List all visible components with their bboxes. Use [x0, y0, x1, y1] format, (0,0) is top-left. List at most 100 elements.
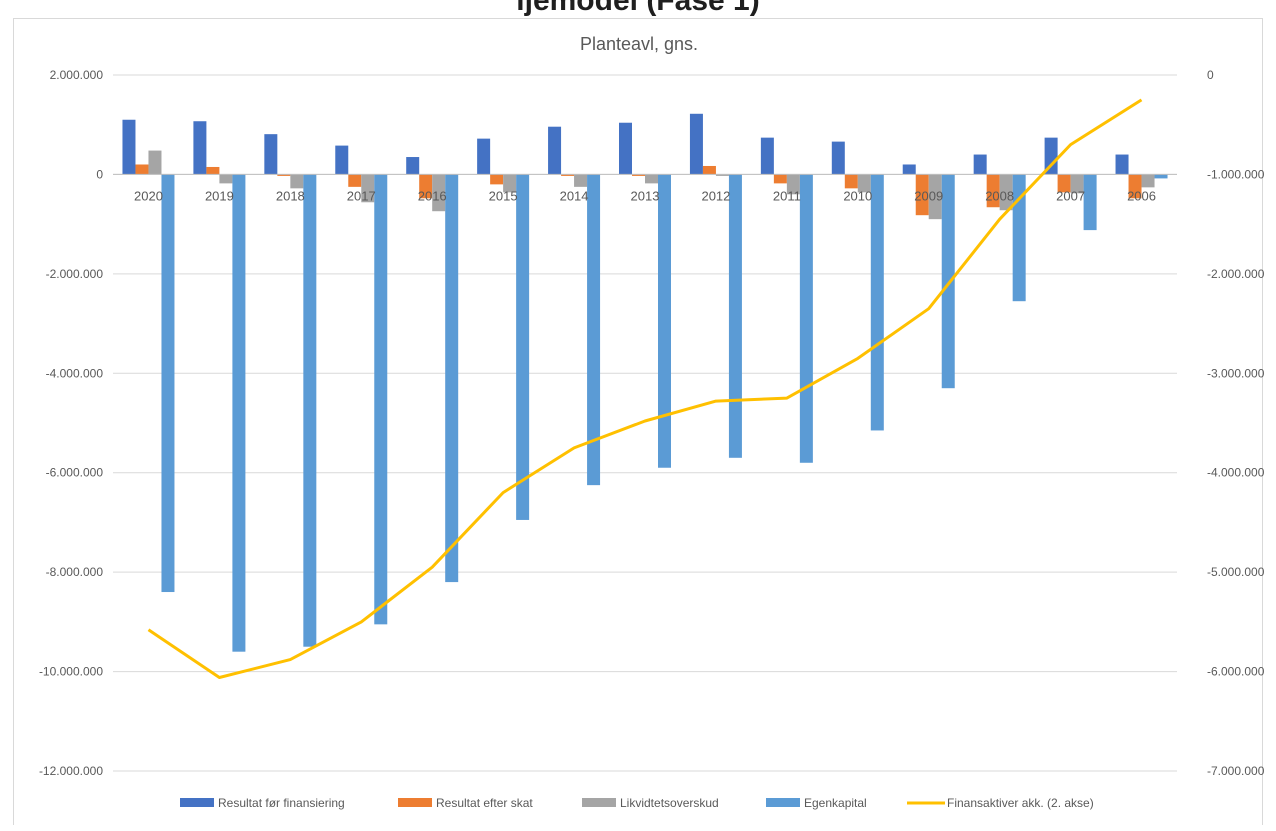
bar	[986, 174, 1000, 208]
bar	[445, 174, 459, 583]
bar	[619, 122, 632, 175]
bar	[973, 154, 987, 175]
bar	[206, 166, 220, 175]
bar	[902, 164, 916, 175]
chart-title: Planteavl, gns.	[580, 34, 698, 54]
bar	[632, 174, 645, 176]
right-axis-labels: 0 -1.000.000 -2.000.000 -3.000.000 -4.000.00…	[1207, 68, 1265, 778]
category-label: 2012	[701, 188, 730, 203]
bar	[870, 174, 884, 431]
right-axis-tick-label: -4.000.000	[1207, 466, 1264, 480]
legend-swatch	[766, 798, 800, 807]
bar	[773, 174, 787, 184]
category-label: 2010	[843, 188, 872, 203]
legend-label: Likvidtetsoverskud	[620, 796, 719, 810]
category-label: 2008	[985, 188, 1014, 203]
bar	[857, 174, 871, 193]
left-axis-tick-label: -12.000.000	[39, 764, 103, 778]
category-label: 2006	[1127, 188, 1156, 203]
bar	[303, 174, 317, 647]
category-label: 2017	[347, 188, 376, 203]
bar	[1115, 154, 1129, 175]
bar	[689, 113, 703, 175]
bar	[1012, 174, 1026, 302]
right-axis-tick-label: 0	[1207, 68, 1214, 82]
bar	[264, 134, 278, 175]
bar	[587, 174, 601, 486]
bar	[1070, 174, 1084, 194]
bar	[831, 141, 845, 175]
bar	[432, 174, 446, 212]
bar	[122, 119, 136, 175]
bar	[715, 174, 729, 176]
bar	[419, 174, 433, 199]
legend: Resultat før finansiering Resultat efter …	[180, 796, 1094, 810]
legend-label: Egenkapital	[804, 796, 867, 810]
bar	[786, 174, 800, 195]
bar	[148, 150, 162, 175]
bar	[161, 174, 175, 593]
bar	[1083, 174, 1097, 231]
bar	[374, 174, 388, 625]
left-axis-tick-label: -4.000.000	[46, 366, 104, 380]
bar	[574, 174, 588, 187]
category-label: 2015	[489, 188, 518, 203]
bar	[548, 126, 562, 175]
legend-swatch	[582, 798, 616, 807]
legend-label: Finansaktiver akk. (2. akse)	[947, 796, 1094, 810]
category-label: 2016	[418, 188, 447, 203]
legend-swatch	[180, 798, 214, 807]
bar	[232, 174, 246, 652]
bar	[193, 121, 207, 175]
bar	[516, 174, 530, 520]
bar	[844, 174, 858, 189]
category-label: 2007	[1056, 188, 1085, 203]
bar	[348, 174, 362, 187]
left-axis-tick-label: -6.000.000	[46, 466, 104, 480]
chart-frame: Planteavl, gns. 2020 2019 2018 2017 2016 2015…	[13, 18, 1265, 825]
bar	[406, 157, 420, 175]
category-label: 2019	[205, 188, 234, 203]
bar	[1128, 174, 1142, 199]
left-axis-tick-label: -8.000.000	[46, 565, 104, 579]
right-axis-tick-label: -1.000.000	[1207, 167, 1264, 181]
right-axis-tick-label: -6.000.000	[1207, 665, 1264, 679]
left-axis-labels: 2.000.000 0 -2.000.000 -4.000.000 -6.000.000…	[39, 68, 103, 778]
bar	[1057, 174, 1071, 193]
bar	[645, 174, 658, 184]
line-series-path	[147, 98, 1143, 679]
bar	[335, 145, 349, 175]
bar	[915, 174, 929, 216]
page-heading: ljemodel (Fase 1)	[0, 0, 1276, 16]
left-axis-tick-label: 2.000.000	[50, 68, 104, 82]
bar	[728, 174, 742, 458]
bar	[219, 174, 233, 184]
chart-svg: Planteavl, gns. 2020 2019 2018 2017 2016 2015…	[39, 34, 1265, 810]
category-label: 2013	[631, 188, 660, 203]
bar	[928, 174, 942, 220]
legend-label: Resultat før finansiering	[218, 796, 345, 810]
category-label: 2014	[560, 188, 589, 203]
bar	[1141, 174, 1155, 188]
bar	[477, 138, 491, 175]
left-axis-tick-label: -10.000.000	[39, 665, 103, 679]
bars	[122, 113, 1168, 652]
bar	[941, 174, 955, 389]
bar	[1154, 174, 1168, 179]
bar	[561, 174, 575, 176]
bar	[290, 174, 304, 189]
line-series	[147, 98, 1143, 679]
right-axis-tick-label: -3.000.000	[1207, 366, 1264, 380]
right-axis-tick-label: -2.000.000	[1207, 267, 1264, 281]
bar	[277, 174, 291, 176]
bar	[361, 174, 375, 203]
bar	[799, 174, 813, 463]
legend-label: Resultat efter skat	[436, 796, 533, 810]
category-label: 2020	[134, 188, 163, 203]
left-axis-tick-label: -2.000.000	[46, 267, 104, 281]
bar	[135, 164, 149, 175]
category-label: 2009	[914, 188, 943, 203]
bar	[1044, 137, 1058, 175]
bar	[999, 174, 1013, 211]
right-axis-tick-label: -7.000.000	[1207, 764, 1264, 778]
